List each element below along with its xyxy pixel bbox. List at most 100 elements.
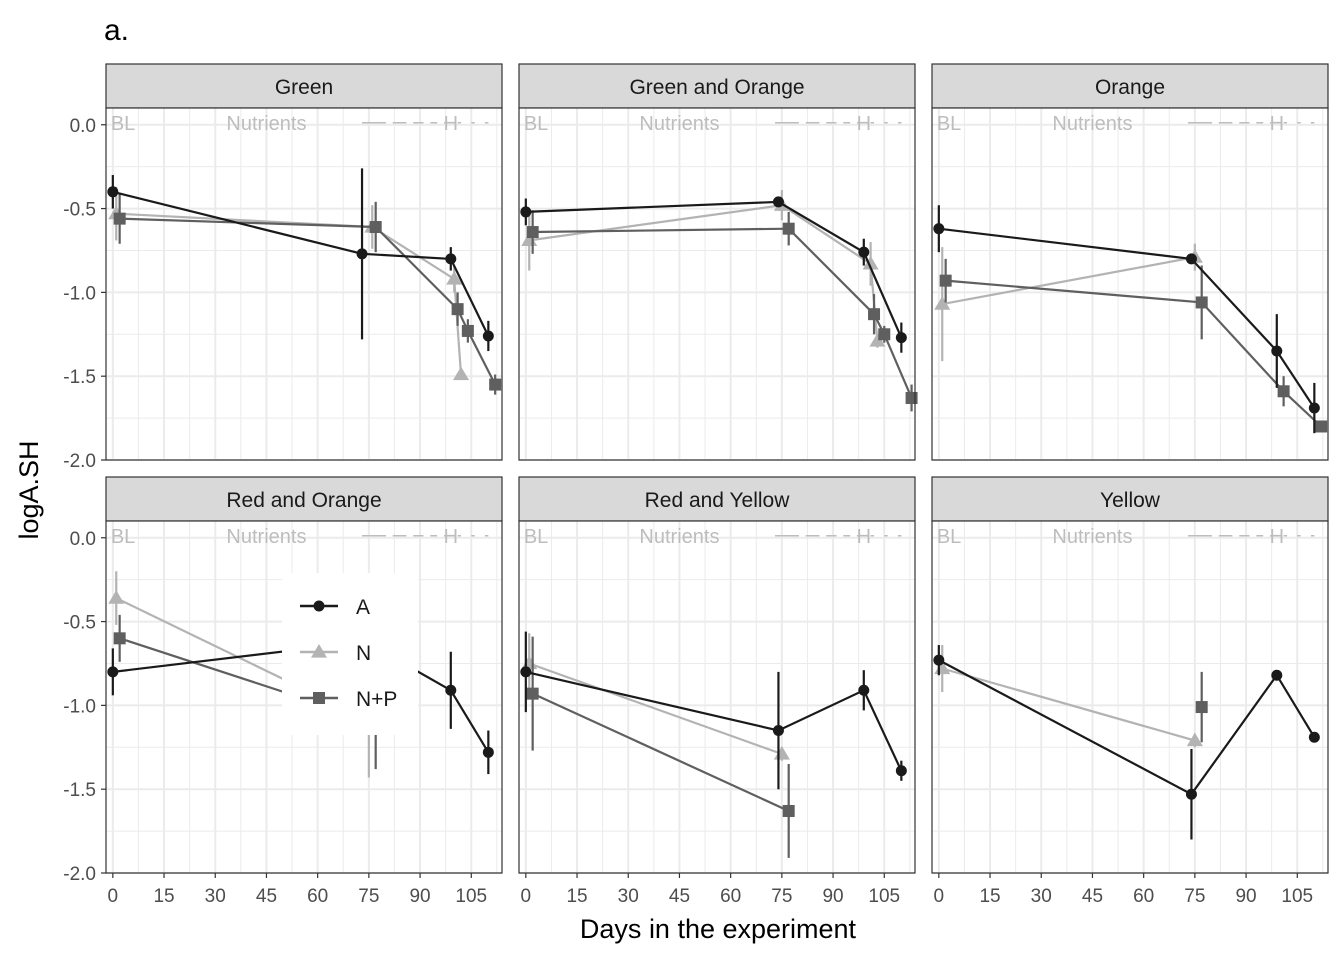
series-a xyxy=(107,633,494,775)
x-tick-label: 60 xyxy=(307,886,328,907)
point-marker-square xyxy=(868,308,881,321)
x-tick-label: 45 xyxy=(1082,886,1103,907)
point-marker-triangle xyxy=(311,644,327,658)
period-annotation-h: H xyxy=(1270,113,1284,135)
point-marker-circle xyxy=(520,666,532,678)
point-marker-circle xyxy=(933,223,945,235)
point-marker-circle xyxy=(482,746,494,758)
point-marker-square xyxy=(878,328,891,341)
panel-border xyxy=(931,107,1329,461)
series-line xyxy=(938,227,1316,409)
y-tick-label: -1.5 xyxy=(63,780,96,801)
facet-panel-orange: Orange BL Nutrients H xyxy=(931,63,1329,461)
point-marker-circle xyxy=(858,684,870,696)
point-marker-triangle xyxy=(869,332,886,347)
period-annotation-h: H xyxy=(1270,526,1284,548)
period-annotation-nutrients: Nutrients xyxy=(226,113,306,135)
x-tick-label: 105 xyxy=(1281,886,1313,907)
point-marker-circle xyxy=(895,332,907,344)
point-marker-square xyxy=(526,226,539,239)
point-marker-circle xyxy=(313,600,325,612)
x-tick-label: 60 xyxy=(1133,886,1154,907)
point-marker-square xyxy=(782,222,795,235)
facet-strip-title: Green xyxy=(275,76,333,99)
point-marker-triangle xyxy=(934,296,951,310)
period-annotation-bl: BL xyxy=(111,526,135,548)
facet-strip-title: Green and Orange xyxy=(629,76,804,99)
x-tick-label: 105 xyxy=(455,886,487,907)
y-tick-label: 0.0 xyxy=(70,116,96,137)
point-marker-circle xyxy=(1271,669,1283,681)
panel-border xyxy=(105,520,503,874)
series-n xyxy=(934,645,1203,748)
facet-strip-title: Orange xyxy=(1095,76,1165,99)
series-a xyxy=(520,196,907,353)
point-marker-circle xyxy=(1271,345,1283,357)
point-marker-circle xyxy=(1185,253,1197,265)
point-marker-circle xyxy=(1308,402,1320,414)
series-line xyxy=(945,279,1322,428)
x-tick-label: 105 xyxy=(868,886,900,907)
facet-strip xyxy=(518,476,916,522)
period-annotation-nutrients: Nutrients xyxy=(639,526,719,548)
panel-border xyxy=(105,107,503,461)
x-tick-label: 75 xyxy=(771,886,792,907)
point-marker-triangle xyxy=(1186,732,1203,747)
point-marker-triangle xyxy=(453,366,470,381)
facet-strip xyxy=(931,63,1329,109)
x-tick-label: 15 xyxy=(979,886,1000,907)
series-a xyxy=(107,168,494,352)
period-annotation-bl: BL xyxy=(111,113,135,135)
point-marker-square xyxy=(1195,296,1208,309)
legend-label: N+P xyxy=(356,688,397,711)
point-marker-square xyxy=(113,212,126,225)
series-a xyxy=(933,205,1320,434)
point-marker-square xyxy=(489,378,502,391)
series-n-p xyxy=(526,636,795,858)
panel-border xyxy=(518,107,916,461)
figure-tag: a. xyxy=(104,14,129,47)
panel-background xyxy=(106,108,502,460)
point-marker-square xyxy=(1277,385,1290,398)
series-n-p xyxy=(939,258,1328,433)
point-marker-triangle xyxy=(446,270,463,285)
x-tick-label: 0 xyxy=(934,886,945,907)
x-axis-title: Days in the experiment xyxy=(580,914,857,944)
series-a xyxy=(933,645,1320,840)
point-marker-square xyxy=(1195,701,1208,714)
point-marker-circle xyxy=(445,684,457,696)
point-marker-circle xyxy=(1308,731,1320,743)
point-marker-square xyxy=(369,221,382,234)
series-line xyxy=(941,667,1196,742)
point-marker-square xyxy=(939,274,952,287)
series-n-p xyxy=(1195,671,1208,743)
point-marker-square xyxy=(313,692,325,704)
series-line xyxy=(532,692,790,812)
legend-entry-a: A xyxy=(300,596,370,619)
point-marker-square xyxy=(1315,420,1328,433)
period-annotation-nutrients: Nutrients xyxy=(1052,526,1132,548)
period-annotation-nutrients: Nutrients xyxy=(1052,113,1132,135)
x-tick-label: 90 xyxy=(1235,886,1256,907)
period-annotation-h: H xyxy=(444,113,458,135)
x-tick-label: 60 xyxy=(720,886,741,907)
facet-panel-green: Green BL Nutrients H 0.0 -0.5 -1.0 -1.5 -2.0 xyxy=(63,63,503,472)
gridlines xyxy=(519,108,915,461)
panel-background xyxy=(519,108,915,460)
period-annotation-bl: BL xyxy=(937,113,961,135)
series-line xyxy=(112,190,490,337)
x-tick-label: 15 xyxy=(153,886,174,907)
series-a xyxy=(520,631,907,790)
point-marker-circle xyxy=(482,330,494,342)
series-line xyxy=(116,212,463,375)
facet-panel-red-and-yellow: Red and Yellow BL Nutrients H 0 15 30 45 60 75 90 1… xyxy=(518,476,916,907)
panel-border xyxy=(931,520,1329,874)
facet-strip-title: Red and Yellow xyxy=(645,489,791,512)
point-marker-circle xyxy=(107,186,119,198)
facet-strip xyxy=(931,476,1329,522)
x-tick-label: 90 xyxy=(822,886,843,907)
facet-strip-title: Yellow xyxy=(1100,489,1161,512)
point-marker-square xyxy=(451,303,464,316)
